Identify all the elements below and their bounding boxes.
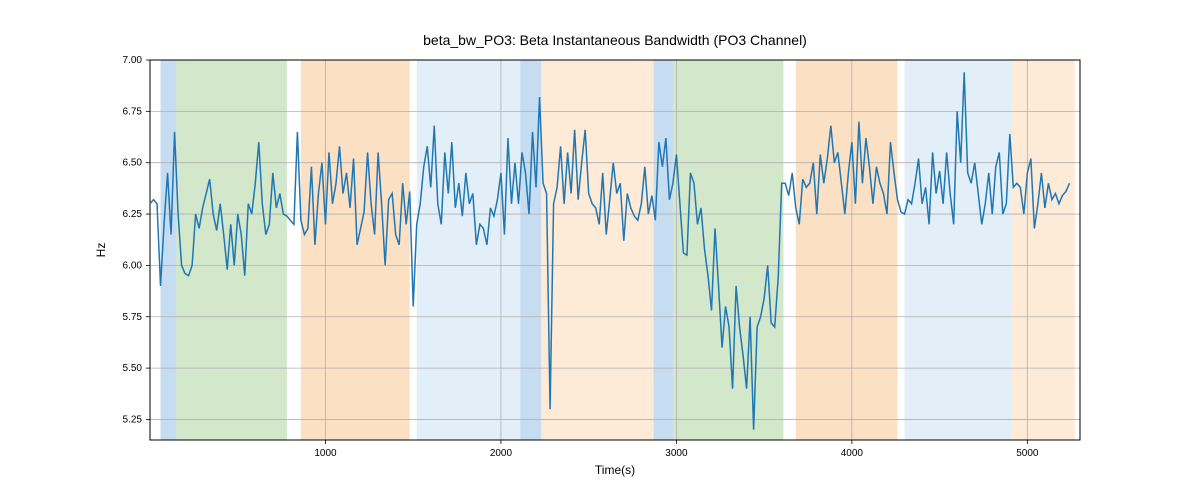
background-band: [796, 60, 898, 440]
y-tick-label: 5.75: [123, 312, 143, 323]
y-tick-label: 5.25: [123, 414, 143, 425]
y-tick-label: 6.50: [123, 158, 143, 169]
x-tick-label: 1000: [314, 448, 337, 459]
y-tick-label: 5.50: [123, 363, 143, 374]
y-tick-label: 6.25: [123, 209, 143, 220]
background-band: [654, 60, 673, 440]
x-tick-label: 3000: [665, 448, 688, 459]
chart-svg: 1000 2000 3000 4000 5000 5.25 5.50 5.75 6.00 6.25…: [0, 0, 1200, 500]
background-band: [1012, 60, 1075, 440]
x-tick-label: 4000: [841, 448, 864, 459]
chart-title: beta_bw_PO3: Beta Instantaneous Bandwidt…: [423, 32, 807, 48]
x-axis-label: Time(s): [595, 463, 635, 477]
y-tick-label: 6.00: [123, 260, 143, 271]
background-band: [541, 60, 653, 440]
background-band: [301, 60, 410, 440]
background-band: [417, 60, 521, 440]
x-tick-label: 5000: [1016, 448, 1039, 459]
y-axis-label: Hz: [94, 243, 108, 258]
chart-container: 1000 2000 3000 4000 5000 5.25 5.50 5.75 6.00 6.25…: [0, 0, 1200, 500]
x-tick-label: 2000: [490, 448, 513, 459]
y-tick-label: 7.00: [123, 55, 143, 66]
background-band: [673, 60, 784, 440]
y-tick-label: 6.75: [123, 106, 143, 117]
